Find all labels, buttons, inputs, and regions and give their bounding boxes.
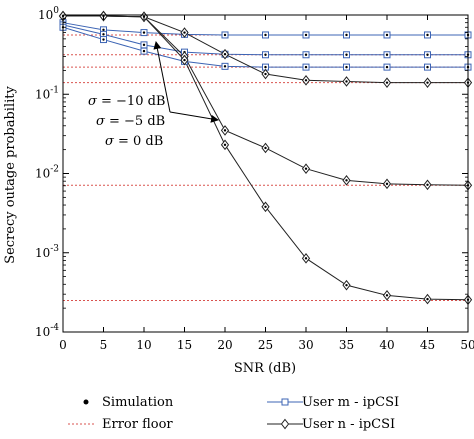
- simulation-dot: [102, 38, 105, 41]
- simulation-dot: [223, 33, 227, 37]
- legend-label: Simulation: [102, 395, 174, 410]
- simulation-dot: [385, 53, 389, 56]
- x-tick-label: 20: [217, 338, 232, 352]
- simulation-dot: [304, 167, 308, 170]
- simulation-dot: [223, 53, 227, 56]
- x-tick-label: 35: [339, 338, 354, 352]
- series-markers: [58, 10, 473, 306]
- simulation-dot: [426, 81, 429, 84]
- simulation-dot: [223, 143, 227, 147]
- simulation-dot: [264, 33, 267, 37]
- simulation-dot: [183, 31, 186, 34]
- plot-area-frame: [62, 14, 469, 333]
- legend-label: User m - ipCSI: [302, 395, 399, 410]
- simulation-dot: [142, 43, 146, 47]
- sigma-annotation-label: σ = −10 dB: [88, 94, 165, 109]
- simulation-dot: [426, 297, 429, 301]
- simulation-dot: [264, 146, 267, 150]
- legend-square-marker: [281, 398, 289, 406]
- simulation-dot: [102, 28, 105, 32]
- simulation-dot: [426, 183, 429, 187]
- simulation-dot: [264, 65, 267, 69]
- simulation-dot: [304, 53, 308, 56]
- y-tick-label: 10-2: [35, 165, 59, 181]
- simulation-dot: [345, 65, 348, 69]
- x-tick-label: 25: [258, 338, 273, 352]
- simulation-dot: [142, 31, 146, 34]
- x-tick-label: 5: [100, 338, 108, 352]
- simulation-dot: [304, 257, 308, 260]
- simulation-dot: [264, 205, 267, 209]
- x-tick-label: 10: [136, 338, 151, 352]
- simulation-dot: [345, 80, 348, 83]
- series-line-n-5: [63, 15, 469, 301]
- y-tick-label: 10-4: [35, 323, 59, 339]
- sigma-annotation-label: σ = 0 dB: [105, 134, 163, 149]
- simulation-dot: [304, 33, 308, 37]
- simulation-dot: [385, 182, 389, 186]
- legend: Simulation User m - ipCSI Error floor User …: [68, 395, 399, 432]
- x-tick-label: 50: [460, 338, 474, 352]
- legend-simulation-dot: [83, 399, 89, 405]
- simulation-dot: [264, 53, 267, 56]
- x-tick-label: 40: [379, 338, 394, 352]
- annotation-arrow: [169, 111, 219, 123]
- simulation-dot: [385, 65, 389, 69]
- simulation-dot: [102, 33, 105, 36]
- y-axis-title: Secrecy outage probability: [3, 86, 18, 264]
- legend-diamond-marker: [280, 418, 290, 430]
- simulation-dot: [264, 72, 267, 76]
- simulation-dot: [385, 294, 389, 297]
- simulation-dot: [385, 33, 389, 37]
- simulation-dot: [142, 49, 146, 53]
- y-tick-label: 10-3: [35, 244, 59, 260]
- simulation-dot: [223, 129, 227, 132]
- y-tick-label: 100: [38, 6, 59, 22]
- simulation-dot: [426, 53, 429, 56]
- simulation-dot: [223, 65, 227, 68]
- annotation-arrow: [153, 41, 171, 113]
- x-axis-title: SNR (dB): [234, 361, 296, 376]
- x-tick-label: 0: [59, 338, 67, 352]
- x-tick-label: 30: [298, 338, 313, 352]
- simulation-dot: [345, 53, 348, 56]
- simulation-dot: [345, 283, 348, 287]
- simulation-dot: [385, 81, 389, 84]
- sigma-annotations: σ = −10 dB σ = −5 dB σ = 0 dB: [88, 41, 219, 149]
- series-lines: [62, 15, 469, 301]
- series-line-m-1: [62, 24, 468, 56]
- simulation-dot: [345, 33, 348, 37]
- simulation-dot: [426, 33, 429, 37]
- legend-label: Error floor: [102, 417, 173, 432]
- simulation-dot: [304, 65, 308, 69]
- simulation-dot: [304, 79, 308, 82]
- simulation-dot: [345, 179, 348, 182]
- simulation-dot: [183, 58, 186, 62]
- legend-label: User n - ipCSI: [302, 417, 395, 432]
- axis-ticks: 0 5 10 15 20 25 30 35 40 45 50 100 10-1 10-2 10-3 10-4: [35, 6, 474, 352]
- y-tick-label: 10-1: [35, 85, 59, 101]
- x-tick-label: 45: [420, 338, 435, 352]
- sigma-annotation-label: σ = −5 dB: [96, 114, 165, 129]
- x-tick-label: 15: [177, 338, 192, 352]
- simulation-dot: [426, 65, 429, 69]
